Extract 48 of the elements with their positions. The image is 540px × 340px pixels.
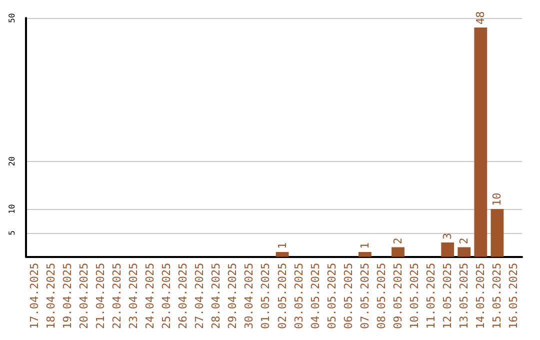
data-label: 1 (358, 242, 372, 249)
data-label: 2 (392, 238, 404, 244)
x-tick-label: 09.05.2025 (392, 262, 404, 330)
x-tick-label: 01.05.2025 (259, 262, 272, 330)
data-label: 2 (458, 238, 471, 244)
x-tick-label: 30.04.2025 (242, 262, 256, 330)
x-tick-label: 25.04.2025 (160, 262, 174, 330)
x-tick-label: 17.04.2025 (28, 262, 41, 330)
y-tick-label: 50 (8, 13, 16, 23)
bar (474, 28, 488, 257)
y-tick-label: 10 (8, 204, 16, 214)
y-tick-label: 20 (8, 156, 16, 166)
x-tick-label: 16.05.2025 (507, 262, 520, 330)
x-tick-label: 15.05.2025 (490, 262, 504, 330)
x-tick-label: 24.04.2025 (144, 262, 156, 330)
x-tick-label: 26.04.2025 (176, 262, 190, 330)
x-tick-label: 18.04.2025 (44, 262, 58, 330)
bar (441, 242, 454, 257)
x-tick-label: 10.05.2025 (408, 262, 422, 330)
x-tick-label: 07.05.2025 (358, 262, 372, 330)
x-tick-label: 03.05.2025 (292, 262, 306, 330)
data-label: 3 (441, 232, 454, 240)
x-tick-label: 12.05.2025 (441, 262, 454, 330)
data-label: 48 (474, 11, 488, 25)
x-tick-label: 21.04.2025 (94, 262, 107, 330)
bar (276, 252, 289, 257)
data-label: 1 (276, 242, 289, 249)
x-tick-label: 20.04.2025 (77, 262, 90, 330)
x-tick-label: 08.05.2025 (374, 262, 388, 330)
x-tick-label: 13.05.2025 (458, 262, 471, 330)
x-tick-label: 14.05.2025 (474, 262, 488, 330)
x-tick-label: 04.05.2025 (308, 262, 322, 330)
y-tick-label: 5 (8, 230, 16, 236)
x-tick-label: 27.04.2025 (193, 262, 206, 330)
x-tick-label: 19.04.2025 (60, 262, 74, 330)
x-tick-label: 22.04.2025 (110, 262, 124, 330)
x-tick-label: 11.05.2025 (424, 262, 438, 330)
bar (490, 209, 504, 257)
bar (392, 247, 404, 257)
x-tick-label: 02.05.2025 (276, 262, 289, 330)
data-label: 10 (490, 192, 504, 206)
x-tick-label: 28.04.2025 (210, 262, 223, 330)
bar (358, 252, 372, 257)
x-tick-label: 06.05.2025 (342, 262, 355, 330)
x-tick-label: 23.04.2025 (126, 262, 140, 330)
bar (458, 247, 471, 257)
x-tick-label: 05.05.2025 (325, 262, 338, 330)
x-tick-label: 29.04.2025 (226, 262, 240, 330)
